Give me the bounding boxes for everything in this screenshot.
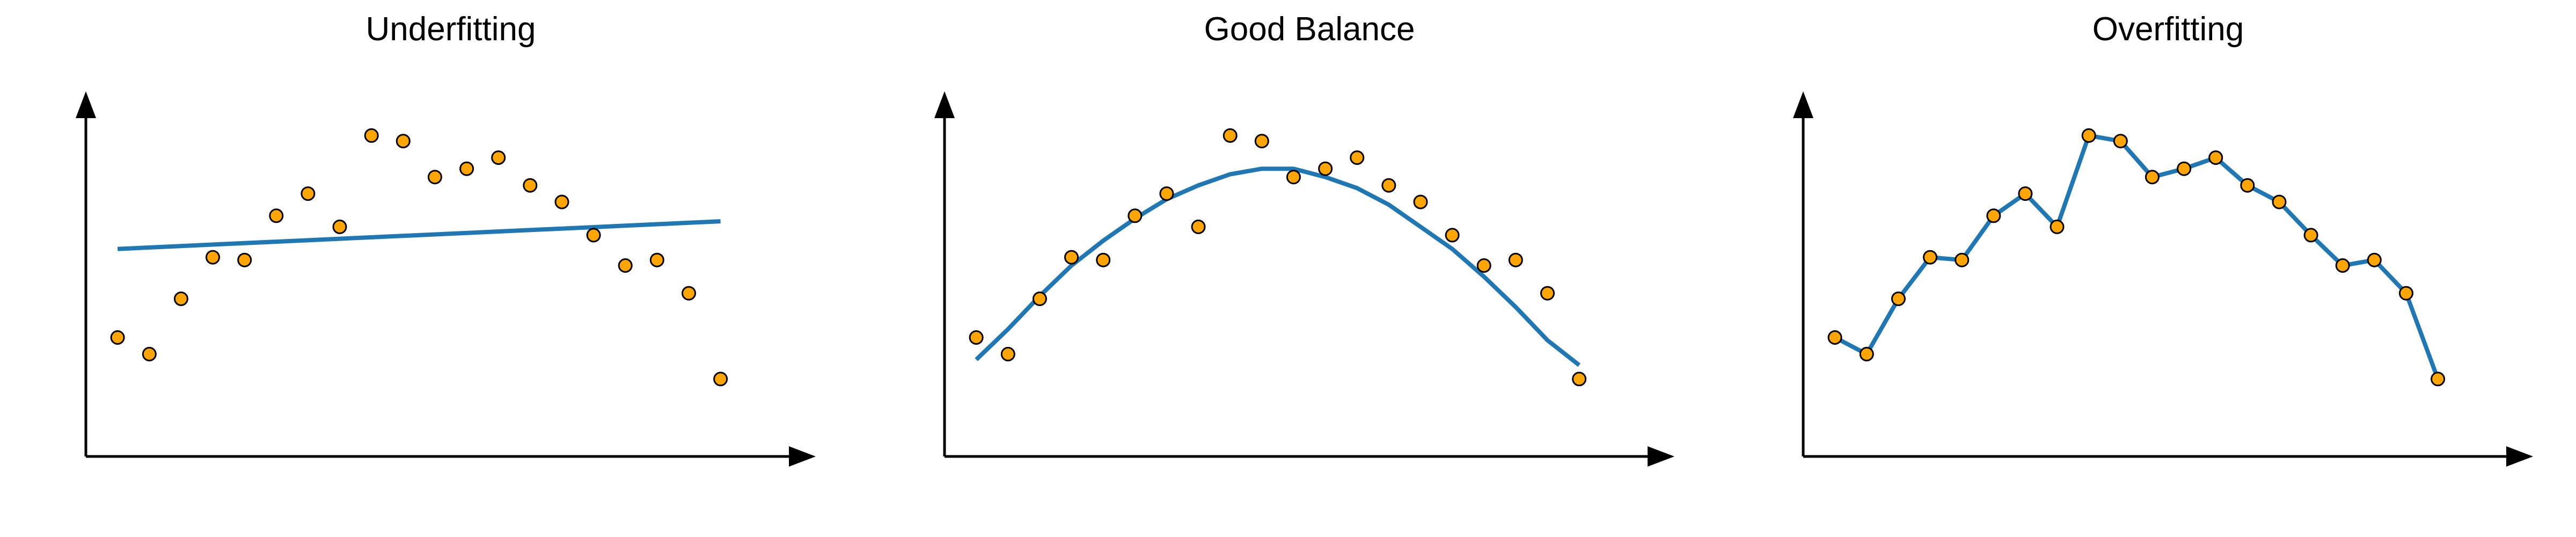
data-point xyxy=(1350,150,1365,165)
data-point xyxy=(523,178,538,193)
data-point xyxy=(1986,208,2001,223)
data-point xyxy=(2335,258,2350,273)
data-point xyxy=(1064,250,1079,265)
y-axis-arrow xyxy=(76,91,96,118)
data-point xyxy=(2113,134,2128,149)
data-point xyxy=(2367,252,2382,267)
data-point xyxy=(618,258,633,273)
data-point xyxy=(206,250,220,265)
data-point xyxy=(1318,161,1333,176)
data-point xyxy=(1891,291,1906,306)
data-point xyxy=(237,252,252,267)
data-point xyxy=(1286,170,1301,185)
data-point xyxy=(1381,178,1396,193)
data-point xyxy=(2272,194,2287,209)
data-point xyxy=(1223,128,1238,143)
data-point xyxy=(1159,186,1174,201)
data-point xyxy=(969,330,984,345)
data-point xyxy=(269,208,284,223)
x-axis-arrow xyxy=(789,446,816,467)
chart-panel-3: Overfitting xyxy=(1793,11,2533,467)
x-axis-arrow xyxy=(1648,446,1674,467)
data-point xyxy=(1191,219,1206,234)
data-point xyxy=(459,161,474,176)
data-point xyxy=(682,286,696,301)
data-point xyxy=(1128,208,1143,223)
data-point xyxy=(2431,372,2446,387)
chart-panels: Underfitting Good Balance Overfitting xyxy=(76,11,2533,467)
data-point xyxy=(1445,228,1460,243)
data-point xyxy=(2208,150,2223,165)
chart-title: Underfitting xyxy=(365,11,536,48)
y-axis-arrow xyxy=(1793,91,1813,118)
data-point xyxy=(2145,170,2160,185)
data-point xyxy=(1476,258,1491,273)
data-point xyxy=(1572,372,1587,387)
data-point xyxy=(1000,346,1015,361)
y-axis-arrow xyxy=(934,91,955,118)
data-point xyxy=(586,228,601,243)
chart-title: Overfitting xyxy=(2092,11,2244,48)
chart-panel-1: Underfitting xyxy=(76,11,816,467)
data-point xyxy=(1032,291,1047,306)
data-point xyxy=(332,219,347,234)
data-point xyxy=(110,330,125,345)
data-point xyxy=(1540,286,1555,301)
data-point xyxy=(1827,330,1842,345)
data-point xyxy=(491,150,506,165)
data-point xyxy=(1096,252,1111,267)
data-point xyxy=(2303,228,2318,243)
data-point xyxy=(2177,161,2192,176)
data-point xyxy=(142,346,157,361)
x-axis-arrow xyxy=(2506,446,2533,467)
chart-title: Good Balance xyxy=(1204,11,1415,48)
data-point xyxy=(2050,219,2065,234)
data-point xyxy=(1923,250,1937,265)
data-point xyxy=(364,128,379,143)
data-point xyxy=(301,186,316,201)
data-point xyxy=(2399,286,2413,301)
data-point xyxy=(1955,252,1970,267)
data-point xyxy=(1859,346,1874,361)
data-point xyxy=(1254,134,1269,149)
data-point xyxy=(2240,178,2255,193)
data-point xyxy=(1413,194,1428,209)
data-point xyxy=(427,170,442,185)
data-point xyxy=(1508,252,1523,267)
data-point xyxy=(554,194,569,209)
data-point xyxy=(713,372,728,387)
chart-panel-2: Good Balance xyxy=(934,11,1674,467)
data-point xyxy=(2018,186,2033,201)
fit-curve-linear xyxy=(117,219,721,251)
data-point xyxy=(2081,128,2096,143)
data-point xyxy=(649,252,664,267)
data-point xyxy=(396,134,411,149)
data-point xyxy=(173,291,188,306)
